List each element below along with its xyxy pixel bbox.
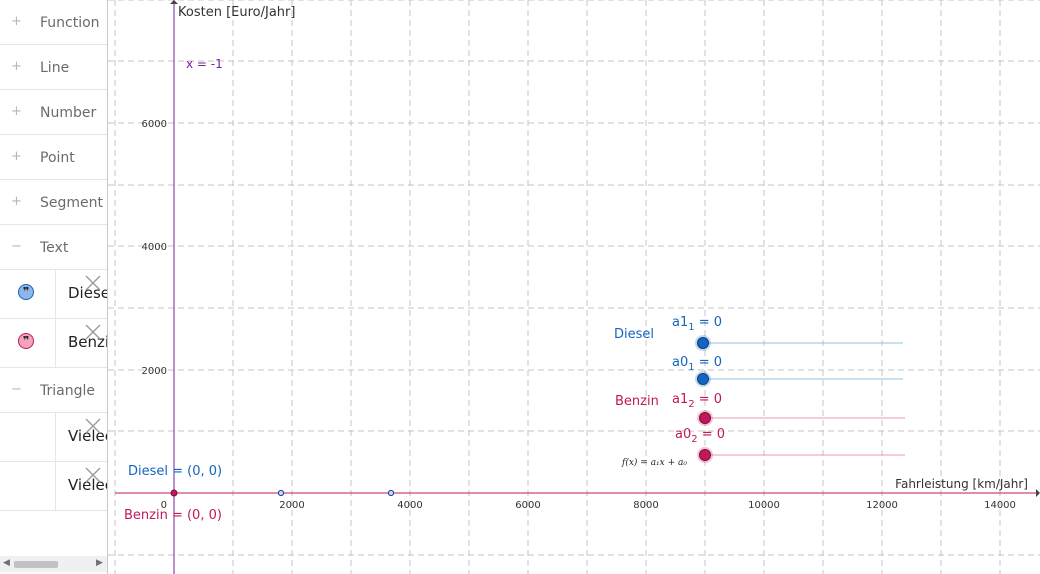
x-tick-label: 8000 [633,500,658,511]
category-function[interactable]: + Function [0,0,107,45]
triangle-item-label[interactable]: Vieleck [68,427,107,445]
slider-a0-1[interactable]: a01 = 0 [672,355,903,387]
collapse-icon[interactable]: − [11,239,22,254]
category-label: Function [40,15,100,31]
view-divider[interactable] [107,0,108,574]
slider-knob[interactable] [699,412,711,424]
category-label: Text [40,240,69,256]
close-icon[interactable] [84,417,102,435]
x-tick-label: 14000 [984,500,1016,511]
slider-label: a11 = 0 [672,315,722,333]
y-tick-label: 6000 [142,119,167,130]
triangle-item-2[interactable]: Vieleck [0,462,107,511]
marble-cell[interactable] [0,462,56,510]
close-icon[interactable] [84,466,102,484]
diesel-point-label[interactable]: Diesel = (0, 0) [128,464,222,479]
x-tick-label: 2000 [279,500,304,511]
axis-point[interactable] [387,489,395,497]
y-tick-labels: 2000 4000 6000 [142,119,167,377]
x-tick-label: 4000 [397,500,422,511]
marble-cell[interactable]: ❞ [0,319,56,367]
benzin-text[interactable]: Benzin [615,394,659,409]
category-label: Triangle [40,383,95,399]
diesel-text[interactable]: Diesel [614,327,654,342]
category-number[interactable]: + Number [0,90,107,135]
expand-icon[interactable]: + [11,194,22,209]
category-label: Line [40,60,70,76]
slider-label: a02 = 0 [675,427,725,445]
expand-icon[interactable]: + [11,104,22,119]
slider-knob[interactable] [697,373,709,385]
category-triangle[interactable]: − Triangle [0,368,107,413]
x-tick-label: 6000 [515,500,540,511]
axis-point[interactable] [277,489,285,497]
category-point[interactable]: + Point [0,135,107,180]
category-label: Number [40,105,97,121]
text-item-benzin[interactable]: ❞ Benzin [0,319,107,368]
benzin-point-label[interactable]: Benzin = (0, 0) [124,508,222,523]
vertical-line-label[interactable]: x = -1 [186,57,223,71]
marble-cell[interactable] [0,413,56,461]
text-item-label[interactable]: Diesel [68,284,107,302]
category-segment[interactable]: + Segment [0,180,107,225]
category-text[interactable]: − Text [0,225,107,270]
origin-label: 0 [161,500,167,511]
slider-a1-1[interactable]: a11 = 0 [672,315,903,351]
category-label: Point [40,150,75,166]
y-tick-label: 4000 [142,242,167,253]
y-tick-label: 2000 [142,366,167,377]
quote-icon[interactable]: ❞ [18,284,34,300]
text-item-diesel[interactable]: ❞ Diesel [0,270,107,319]
close-icon[interactable] [84,323,102,341]
expand-icon[interactable]: + [11,59,22,74]
collapse-icon[interactable]: − [11,382,22,397]
horizontal-scrollbar[interactable]: ◀ ▶ [0,556,107,572]
triangle-item-1[interactable]: Vieleck [0,413,107,462]
x-tick-label: 12000 [866,500,898,511]
grid [108,0,1040,574]
slider-label: a12 = 0 [672,392,722,410]
slider-label: a01 = 0 [672,355,722,373]
x-tick-label: 10000 [748,500,780,511]
formula-text[interactable]: f(x) = a₁x + a₀ [621,457,687,468]
x-tick-labels: 2000 4000 6000 8000 10000 12000 14000 [279,500,1016,511]
y-axis-label: Kosten [Euro/Jahr] [178,5,295,20]
scroll-left-icon[interactable]: ◀ [3,558,10,568]
scroll-thumb[interactable] [14,561,58,568]
slider-knob[interactable] [697,337,709,349]
category-label: Segment [40,195,103,211]
expand-icon[interactable]: + [11,149,22,164]
close-icon[interactable] [84,274,102,292]
scroll-right-icon[interactable]: ▶ [96,558,103,568]
quote-icon[interactable]: ❞ [18,333,34,349]
triangle-item-label[interactable]: Vieleck [68,476,107,494]
benzin-point[interactable] [170,489,178,497]
y-axis-arrow-icon [170,0,178,4]
slider-a1-2[interactable]: a12 = 0 [672,392,905,426]
algebra-view: + Function + Line + Number + Point + Seg… [0,0,107,574]
expand-icon[interactable]: + [11,14,22,29]
slider-a0-2[interactable]: a02 = 0 [675,427,905,463]
x-axis-label: Fahrleistung [km/Jahr] [895,477,1028,491]
text-item-label[interactable]: Benzin [68,333,107,351]
graphics-view[interactable]: Kosten [Euro/Jahr] Fahrleistung [km/Jahr… [108,0,1040,574]
x-axis-arrow-icon [1036,489,1040,497]
slider-knob[interactable] [699,449,711,461]
category-line[interactable]: + Line [0,45,107,90]
marble-cell[interactable]: ❞ [0,270,56,318]
